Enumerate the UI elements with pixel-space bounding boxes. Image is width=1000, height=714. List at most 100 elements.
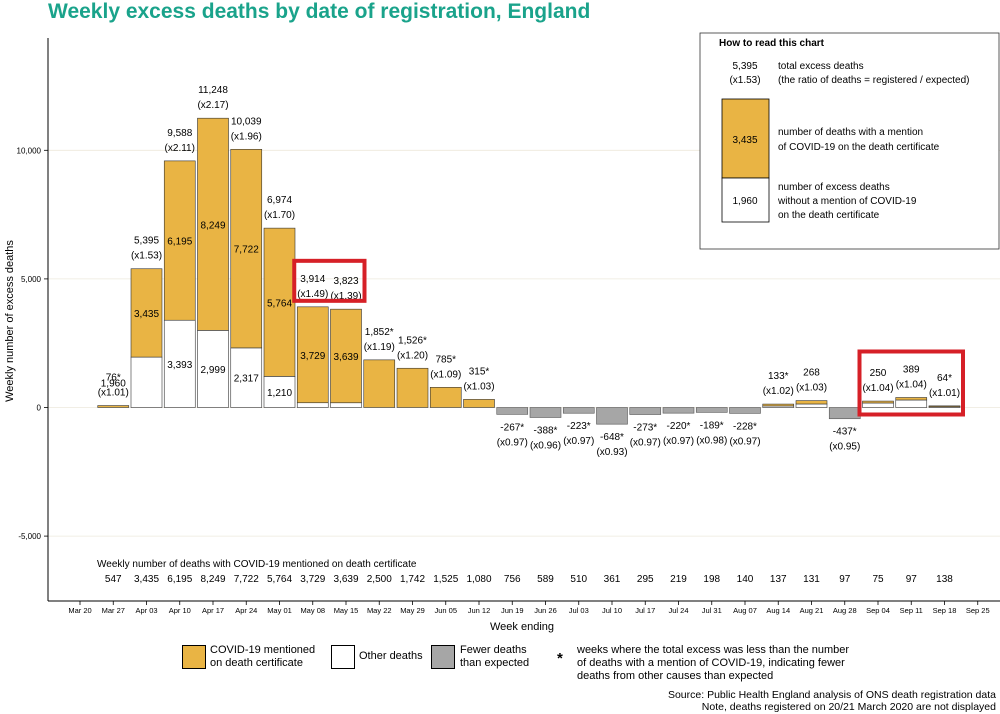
legend-fewer-swatch	[431, 645, 455, 669]
covid-row: 547 3,435 6,195 8,249 7,722 5,764 3,729 3,639 2,…	[97, 559, 953, 585]
total-label: 133*	[768, 371, 789, 382]
bar-other	[230, 347, 263, 408]
covid-row-value: 3,729	[300, 574, 325, 585]
total-label: -223*	[567, 421, 591, 432]
covid-row-value: 5,764	[267, 574, 292, 585]
bar-other	[130, 356, 163, 408]
ratio-label: (x1.03)	[796, 383, 827, 394]
other-segment-label: 1,960	[101, 378, 126, 389]
ratio-label: (x1.49)	[297, 289, 328, 300]
covid-segment-label: 7,722	[234, 245, 259, 256]
covid-row-value: 75	[872, 574, 884, 585]
legend-star-symbol: *	[557, 650, 563, 667]
total-label: 76*	[106, 373, 121, 384]
total-label: 1,852*	[365, 327, 394, 338]
how-to-read-total-desc-2: (the ratio of deaths = registered / expe…	[778, 75, 970, 86]
x-axis-label: Week ending	[490, 621, 554, 633]
total-label: 3,823	[333, 276, 358, 287]
other-segment-label: 3,393	[167, 360, 192, 371]
bar-other	[330, 402, 362, 408]
other-segment-label: 1,210	[267, 388, 292, 399]
how-to-read-total-desc-1: total excess deaths	[778, 61, 864, 72]
bar-other	[862, 402, 894, 408]
ratio-label: (x1.39)	[330, 291, 361, 302]
ratio-label: (x0.97)	[729, 436, 760, 447]
y-tick-label: 10,000	[17, 146, 42, 155]
x-tick-label: Sep 18	[933, 606, 957, 615]
ratio-label: (x1.01)	[98, 388, 129, 399]
covid-row-value: 1,525	[433, 574, 458, 585]
bar-covid	[762, 403, 795, 407]
ratio-label: (x2.17)	[197, 100, 228, 111]
chart-title: Weekly excess deaths by date of registra…	[48, 0, 591, 23]
bar-fewer	[529, 407, 562, 418]
bar-fewer	[596, 407, 628, 425]
how-to-read-covid-desc-1: number of deaths with a mention	[778, 127, 923, 138]
total-label: 250	[870, 368, 887, 379]
total-label: 64*	[937, 373, 952, 384]
highlight-box	[292, 258, 367, 303]
legend-star-line-2: of deaths with a mention of COVID-19, in…	[577, 657, 845, 669]
bar-fewer	[828, 407, 861, 420]
source-note: Source: Public Health England analysis o…	[667, 689, 996, 701]
total-label: -648*	[600, 432, 624, 443]
bar-covid	[862, 400, 894, 404]
bar-covid	[330, 308, 362, 404]
bar-labels: 76*(x1.01)1,9605,395(x1.53)3,4359,588(x2…	[98, 85, 960, 458]
y-tick-label: 0	[37, 404, 42, 413]
ratio-label: (x1.09)	[430, 369, 461, 380]
covid-segment-label: 8,249	[200, 220, 225, 231]
legend-fewer-label: Fewer deaths than expected	[460, 644, 529, 670]
how-to-read-box: How to read this chart 5,395 (x1.53) tot…	[699, 32, 1000, 250]
ratio-label: (x2.11)	[165, 143, 195, 154]
ratio-label: (x1.04)	[862, 383, 893, 394]
covid-row-value: 589	[537, 574, 554, 585]
covid-row-value: 97	[839, 574, 851, 585]
x-tick-label: Jul 03	[569, 606, 589, 615]
ratio-label: (x0.97)	[630, 438, 661, 449]
x-tick-label: Apr 17	[202, 606, 224, 615]
x-tick-label: Jul 24	[668, 606, 688, 615]
covid-row-value: 219	[670, 574, 687, 585]
covid-row-value: 2,500	[367, 574, 392, 585]
covid-row-value: 1,742	[400, 574, 425, 585]
covid-row-value: 510	[570, 574, 587, 585]
bar-covid	[230, 148, 263, 349]
covid-segment-label: 3,729	[300, 351, 325, 362]
how-to-read-covid-swatch	[721, 98, 770, 179]
ratio-label: (x0.97)	[497, 437, 528, 448]
ratio-label: (x1.53)	[131, 251, 162, 262]
bar-fewer	[496, 407, 529, 415]
x-tick-label: May 08	[300, 606, 325, 615]
x-tick-label: Apr 10	[169, 606, 191, 615]
total-label: -220*	[667, 421, 691, 432]
bar-other	[296, 402, 329, 408]
x-tick-label: Jul 31	[702, 606, 722, 615]
covid-row-value: 1,080	[466, 574, 491, 585]
total-label: -437*	[833, 427, 857, 438]
bar-covid	[795, 400, 828, 405]
bar-covid	[97, 405, 130, 408]
total-label: 315*	[469, 366, 490, 377]
covid-row-value: 295	[637, 574, 654, 585]
total-label: -228*	[733, 421, 757, 432]
total-label: -388*	[534, 425, 558, 436]
ratio-label: (x1.70)	[264, 210, 295, 221]
x-tick-label: May 22	[367, 606, 392, 615]
x-tick-label: Jun 19	[501, 606, 524, 615]
how-to-read-other-desc-2: without a mention of COVID-19	[777, 196, 917, 207]
ratio-label: (x1.01)	[929, 388, 960, 399]
x-tick-label: Aug 28	[833, 606, 857, 615]
how-to-read-example-other: 1,960	[732, 196, 757, 207]
ratio-label: (x1.19)	[364, 342, 395, 353]
bar-covid	[429, 387, 462, 408]
ratio-label: (x0.93)	[596, 447, 627, 458]
total-label: -267*	[500, 422, 524, 433]
covid-row-value: 8,249	[200, 574, 225, 585]
ratio-label: (x1.03)	[463, 381, 494, 392]
covid-segment-label: 3,435	[134, 309, 159, 320]
bar-covid	[363, 359, 396, 408]
x-tick-label: May 15	[334, 606, 359, 615]
legend-star-line-3: deaths from other causes than expected	[577, 670, 774, 682]
